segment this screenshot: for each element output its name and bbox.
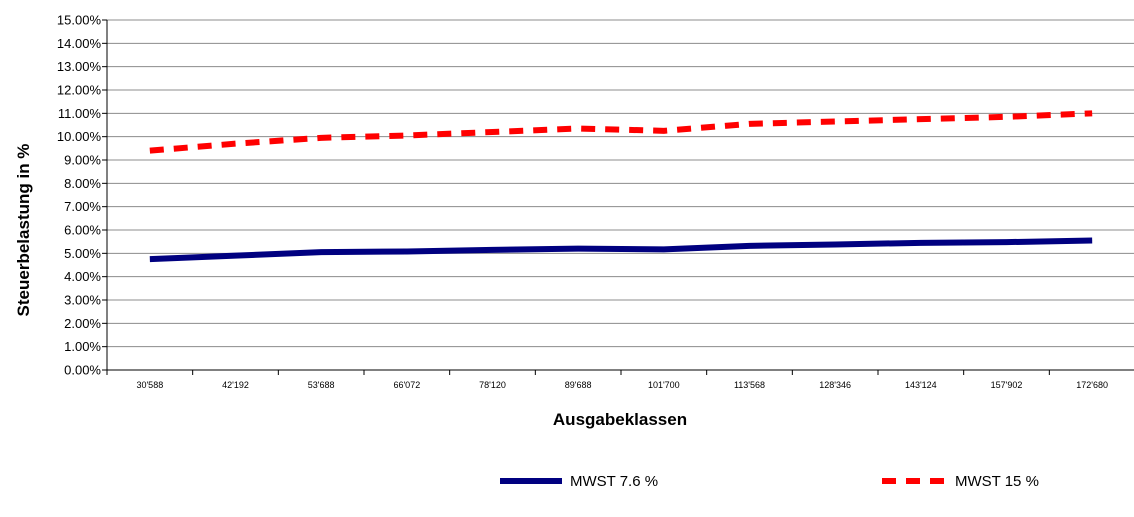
y-tick-label: 3.00%	[64, 293, 101, 308]
legend-label-mwst-7-6: MWST 7.6 %	[570, 473, 658, 490]
y-tick-label: 5.00%	[64, 246, 101, 261]
series-line-mwst-15	[149, 110, 1093, 154]
y-tick-label: 1.00%	[64, 339, 101, 354]
y-axis-title: Steuerbelastung in %	[14, 144, 33, 317]
y-tick-label: 12.00%	[57, 83, 102, 98]
x-tick-label: 143'124	[905, 380, 937, 390]
y-tick-label: 14.00%	[57, 36, 102, 51]
x-axis-title: Ausgabeklassen	[553, 410, 687, 429]
x-tick-label: 101'700	[648, 380, 680, 390]
y-tick-label: 13.00%	[57, 59, 102, 74]
y-tick-label: 7.00%	[64, 199, 101, 214]
y-tick-label: 8.00%	[64, 176, 101, 191]
axes	[102, 19, 1134, 375]
x-tick-label: 42'192	[222, 380, 249, 390]
y-tick-label: 6.00%	[64, 223, 101, 238]
y-tick-label: 10.00%	[57, 129, 102, 144]
y-tick-label: 4.00%	[64, 269, 101, 284]
series-line-mwst-7-6	[149, 237, 1093, 263]
x-tick-label: 157'902	[991, 380, 1023, 390]
legend-label-mwst-15: MWST 15 %	[955, 473, 1039, 490]
x-tick-label: 128'346	[819, 380, 851, 390]
series-lines	[149, 110, 1093, 263]
y-tick-labels: 0.00% 1.00% 2.00% 3.00% 4.00% 5.00% 6.00% 7.00%…	[57, 13, 102, 378]
y-tick-label: 15.00%	[57, 13, 102, 28]
gridlines	[107, 19, 1134, 348]
legend: MWST 7.6 % MWST 15 %	[500, 473, 1039, 490]
x-tick-label: 53'688	[308, 380, 335, 390]
y-tick-label: 11.00%	[58, 106, 102, 121]
y-tick-label: 0.00%	[64, 363, 101, 378]
y-tick-label: 9.00%	[64, 153, 101, 168]
x-tick-label: 89'688	[565, 380, 592, 390]
x-tick-label: 113'568	[734, 380, 765, 390]
x-tick-label: 78'120	[479, 380, 506, 390]
x-tick-label: 172'680	[1076, 380, 1108, 390]
y-tick-label: 2.00%	[64, 316, 101, 331]
x-tick-labels: 30'588 42'192 53'688 66'072 78'120 89'688 101'…	[136, 380, 1108, 390]
x-tick-label: 66'072	[393, 380, 420, 390]
x-tick-label: 30'588	[136, 380, 163, 390]
